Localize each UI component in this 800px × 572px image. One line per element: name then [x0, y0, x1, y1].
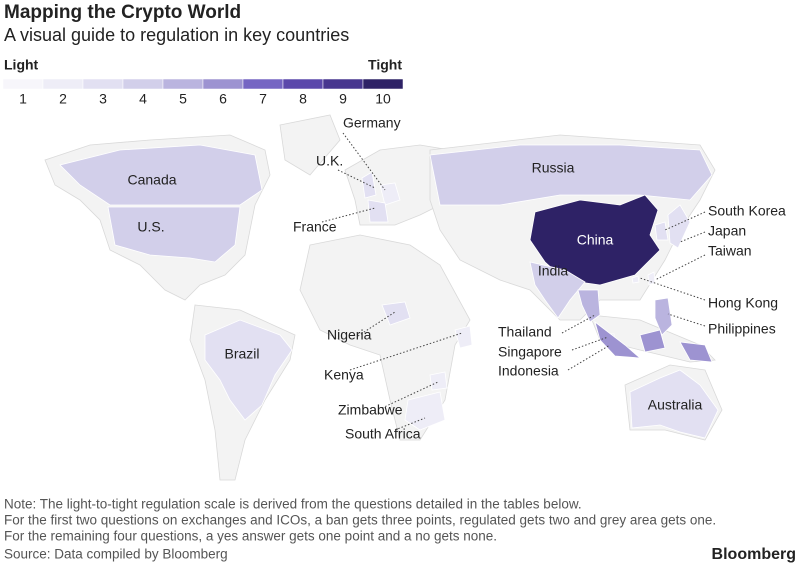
country-label: France [293, 219, 337, 235]
legend-value: 1 [19, 91, 27, 107]
legend-swatch [2, 78, 44, 90]
brand: Bloomberg [712, 546, 796, 563]
legend-value: 8 [299, 91, 307, 107]
country-shape [631, 275, 640, 284]
country-shape [629, 369, 719, 439]
country-shape [454, 325, 473, 349]
country-shape [204, 319, 293, 421]
legend-value: 5 [179, 91, 187, 107]
country-label: Germany [343, 115, 401, 131]
country-label: Zimbabwe [338, 402, 403, 418]
country-shape [367, 199, 389, 223]
title: Mapping the Crypto World [4, 2, 241, 23]
note-line: For the remaining four questions, a yes … [4, 529, 497, 544]
legend: 1 2 3 4 5 6 7 8 9 10 [2, 78, 404, 107]
legend-swatch [202, 78, 244, 90]
legend-swatch [282, 78, 324, 90]
country-shape [594, 320, 713, 363]
country-shape [381, 301, 411, 326]
country-label: Australia [648, 397, 703, 413]
legend-swatch [122, 78, 164, 90]
country-label: Russia [532, 160, 575, 176]
country-shape [654, 297, 673, 336]
legend-low-label: Light [4, 57, 39, 73]
country-shape [654, 221, 669, 241]
legend-swatch [82, 78, 124, 90]
countries [59, 144, 719, 439]
country-shape [107, 206, 241, 263]
legend-swatch [242, 78, 284, 90]
country-shape [529, 261, 586, 319]
country-label: Indonesia [498, 363, 559, 379]
legend-value: 9 [339, 91, 347, 107]
country-shape [379, 182, 401, 206]
country-label: Taiwan [708, 243, 752, 259]
legend-swatch [42, 78, 84, 90]
legend-value: 7 [259, 91, 267, 107]
country-label: Philippines [708, 321, 776, 337]
country-label: Brazil [224, 346, 259, 362]
country-label: Singapore [498, 344, 562, 360]
legend-value: 3 [99, 91, 107, 107]
country-shape [429, 144, 713, 206]
country-label: South Africa [345, 426, 421, 442]
legend-swatch [322, 78, 364, 90]
country-shape [667, 204, 691, 249]
country-label: Japan [708, 223, 746, 239]
country-label: China [577, 232, 614, 248]
country-label: U.S. [137, 219, 164, 235]
country-label: Kenya [324, 367, 364, 383]
country-label: India [538, 263, 569, 279]
country-label: South Korea [708, 203, 786, 219]
source: Source: Data compiled by Bloomberg [4, 547, 228, 562]
legend-value: 6 [219, 91, 227, 107]
country-labels: Canada U.S. Russia China India Brazil Australi… [127, 115, 786, 442]
country-shape [529, 194, 661, 286]
country-label: Canada [127, 172, 176, 188]
country-shape [59, 144, 263, 206]
country-label: Thailand [498, 324, 552, 340]
country-shape [404, 391, 446, 431]
country-shape [577, 289, 601, 323]
legend-swatch [362, 78, 404, 90]
legend-value: 10 [375, 91, 391, 107]
country-shape [361, 171, 377, 199]
legend-swatch [162, 78, 204, 90]
note-line: Note: The light-to-tight regulation scal… [4, 497, 582, 512]
leader-lines [321, 132, 706, 431]
legend-value: 2 [59, 91, 67, 107]
legend-high-label: Tight [368, 57, 402, 73]
subtitle: A visual guide to regulation in key coun… [4, 25, 349, 45]
country-shape [429, 371, 448, 391]
country-label: Nigeria [327, 327, 372, 343]
country-label: U.K. [316, 153, 343, 169]
country-label: Hong Kong [708, 295, 778, 311]
note-line: For the first two questions on exchanges… [4, 513, 716, 528]
legend-value: 4 [139, 91, 147, 107]
